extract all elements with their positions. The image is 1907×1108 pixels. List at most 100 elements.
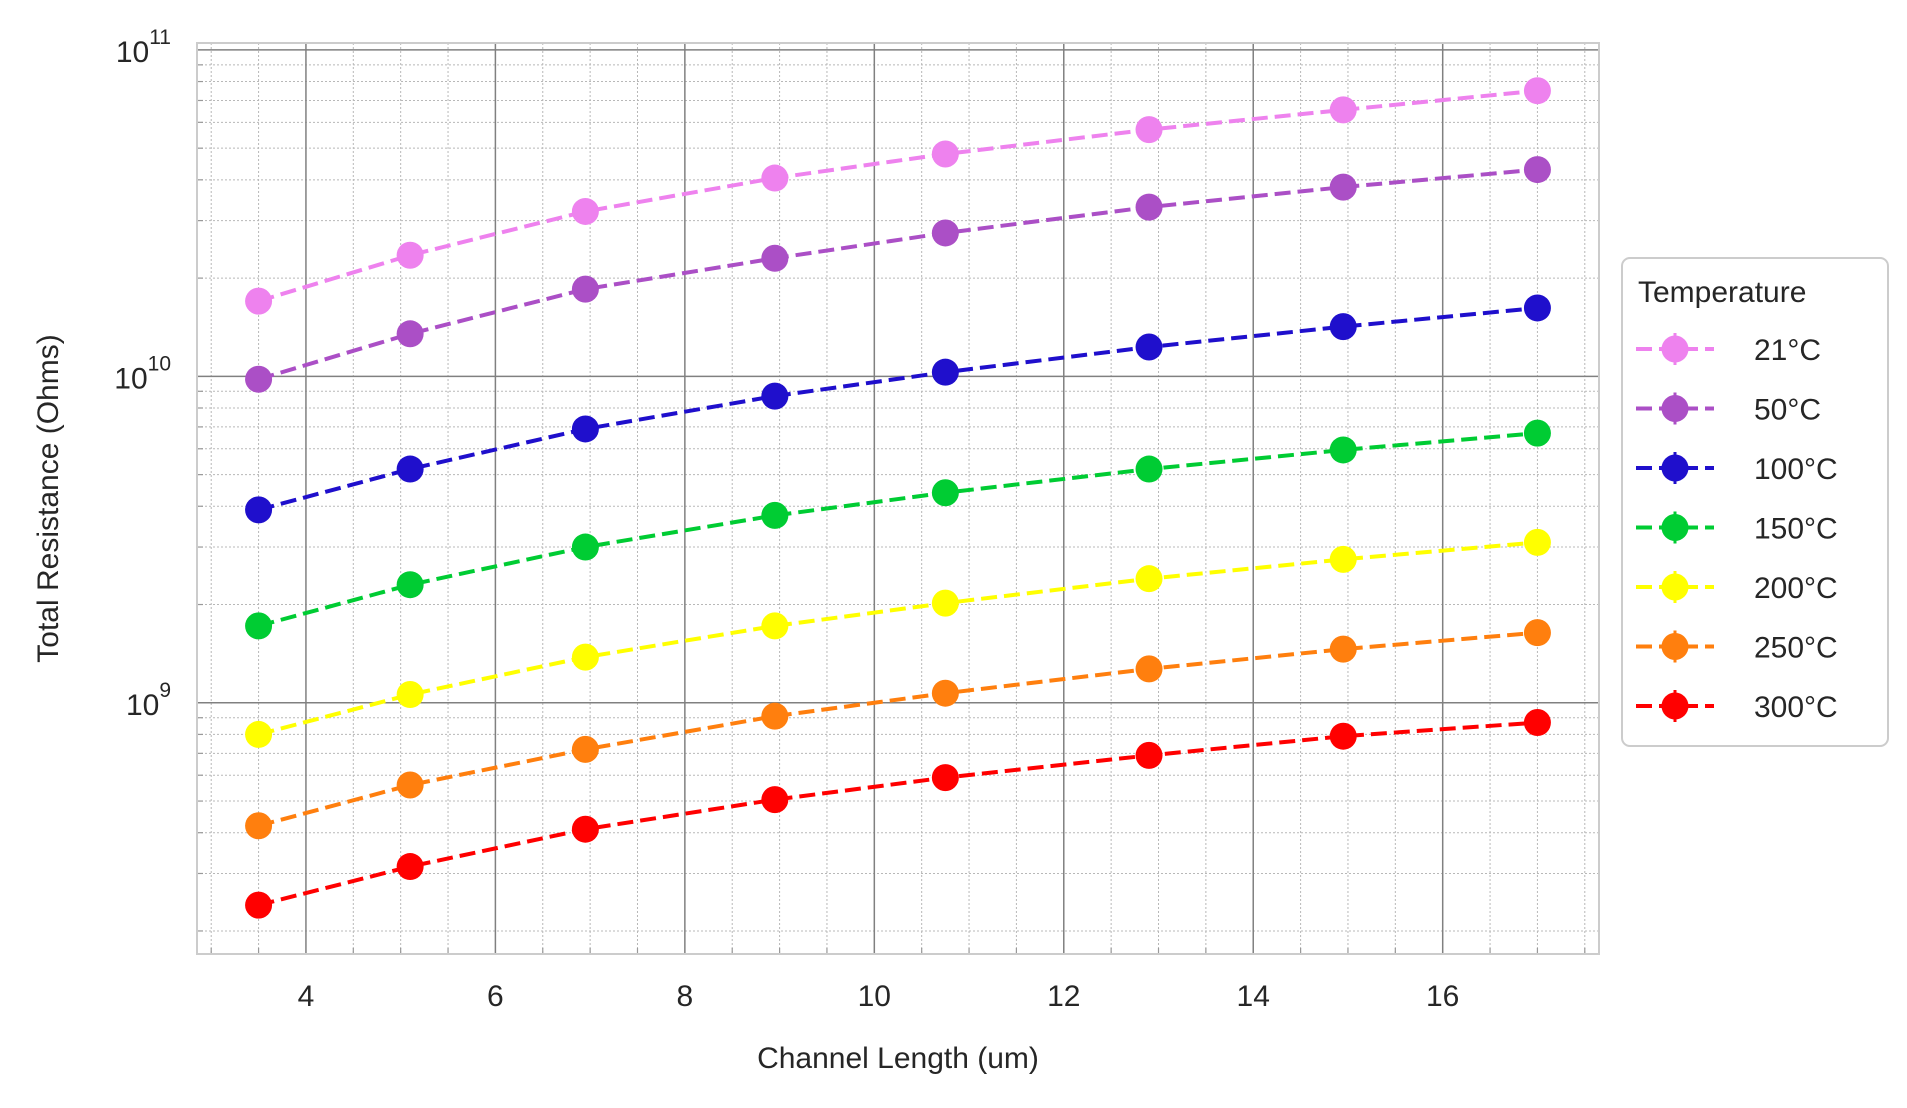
data-point [931,358,959,386]
data-point [571,275,599,303]
data-point [571,643,599,671]
y-axis-ticks: 109 1010 1011 [114,26,171,722]
data-point [396,681,424,709]
series-4 [245,528,1551,748]
legend-marker [1661,573,1689,601]
legend-marker [1661,514,1689,541]
data-point [396,320,424,348]
data-point [1523,156,1551,184]
data-point [1523,419,1551,447]
x-axis-ticks: 4 6 8 10 12 14 16 [298,980,1460,1013]
data-point [396,241,424,269]
data-point [761,612,789,640]
data-point [1135,741,1163,769]
data-point [1135,655,1163,683]
data-point [1329,635,1357,663]
legend-item: 150°C [1636,511,1838,546]
x-tick-label: 8 [677,980,694,1013]
data-point [931,140,959,168]
data-point [571,533,599,561]
data-point [761,786,789,814]
legend-label: 200°C [1754,572,1838,605]
data-point [396,771,424,799]
data-point [396,853,424,881]
data-point [1329,436,1357,464]
series-line [258,431,1538,628]
data-point [931,679,959,707]
legend-item: 200°C [1636,571,1838,605]
data-point [396,571,424,599]
data-point [245,287,273,315]
y-tick-label: 1010 [114,352,171,395]
legend-item: 50°C [1636,392,1821,427]
legend-label: 300°C [1754,691,1838,724]
x-tick-label: 16 [1426,980,1459,1013]
legend-marker [1661,395,1689,422]
data-point [245,720,273,748]
legend-item: 250°C [1636,630,1838,665]
x-tick-label: 4 [298,980,315,1013]
data-point [1329,173,1357,201]
legend-label: 100°C [1754,453,1838,486]
data-point [1135,116,1163,144]
series-2 [245,294,1551,524]
data-point [761,244,789,272]
data-point [1135,193,1163,221]
series-line [258,305,1538,512]
data-point [571,415,599,443]
legend-label: 21°C [1754,334,1821,367]
x-tick-label: 10 [858,980,891,1013]
series-line [258,167,1538,382]
series-layer [245,77,1551,919]
data-point [396,455,424,483]
legend-label: 150°C [1754,513,1838,546]
series-0 [245,77,1551,315]
data-point [761,702,789,730]
data-point [245,496,273,524]
legend-marker [1661,454,1689,482]
legend-item: 21°C [1636,333,1821,367]
data-point [1135,333,1163,361]
series-line [258,540,1538,737]
data-point [1523,77,1551,105]
legend-marker [1661,335,1689,363]
legend-box [1621,257,1889,747]
y-axis-label: Total Resistance (Ohms) [32,334,65,662]
data-point [571,815,599,843]
series-1 [245,156,1551,393]
legend-item: 100°C [1636,452,1838,486]
legend-items: 21°C 50°C 100°C 150°C 200°C 250°C 300°C [1636,333,1838,724]
data-point [571,197,599,225]
data-point [761,501,789,529]
data-point [931,219,959,247]
plot-frame [196,42,1600,955]
data-point [1523,294,1551,322]
data-point [1329,722,1357,750]
legend-item: 300°C [1636,690,1838,724]
data-point [245,891,273,919]
y-tick-label: 1011 [116,26,171,69]
series-6 [245,709,1551,919]
data-point [1523,619,1551,647]
x-axis-label: Channel Length (um) [757,1042,1039,1075]
data-point [1329,96,1357,124]
minor-grid [197,43,1599,954]
data-point [1329,545,1357,573]
legend-label: 250°C [1754,632,1838,665]
x-tick-label: 14 [1237,980,1270,1013]
data-point [1329,313,1357,341]
x-tick-label: 12 [1047,980,1080,1013]
data-point [931,764,959,792]
data-point [245,812,273,840]
major-grid [197,43,1599,954]
series-5 [245,619,1551,840]
data-point [571,735,599,763]
legend-title: Temperature [1638,276,1806,309]
x-tick-label: 6 [487,980,504,1013]
data-point [1523,709,1551,737]
data-point [761,164,789,192]
data-point [1135,455,1163,483]
data-point [1523,528,1551,556]
